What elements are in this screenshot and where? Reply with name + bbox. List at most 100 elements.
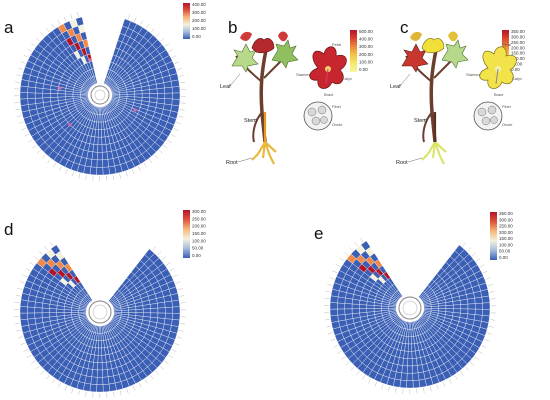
gene-label-tick [20,61,26,64]
colorbar-tick-label: 300.00 [192,209,206,214]
gene-label-tick [112,174,115,180]
gene-label-tick [471,252,477,257]
gene-label-tick [381,384,384,390]
label-stem: Stem [414,118,427,124]
heatmap-cell [97,129,102,138]
heatmap-cell [359,308,368,314]
gene-label-tick [19,281,25,284]
heatmap-cell [135,308,144,313]
heatmap-cell [20,318,29,327]
gene-label-tick [46,375,50,380]
heatmap-cell [412,365,419,374]
gene-label-tick [58,166,62,171]
gene-label-tick [32,144,37,149]
gene-label-tick [324,298,330,300]
heatmap-cell [19,92,28,100]
heatmap-cell [453,304,461,310]
heatmap-cell [165,306,173,314]
heatmap-cell [50,96,59,102]
gene-label-tick [158,150,163,154]
colorbar-tick-label: 100.00 [192,26,206,31]
colorbar-tick-label: 0.00 [511,67,520,72]
gene-label-tick [17,336,23,339]
gene-label-tick [168,49,174,53]
gene-label-tick [177,336,182,339]
flower-detail-c: Petal Stamen Calyx Bract [466,42,522,97]
label-root: Root [396,160,408,166]
heatmap-cell [149,93,158,99]
heatmap-cell [102,159,109,168]
inner-ring [94,89,106,101]
circular-heatmap-a [14,12,186,182]
label-root: Root [226,160,238,166]
gene-label-tick [489,291,495,293]
gene-label-tick [442,381,446,387]
gene-label-tick [161,256,167,261]
gene-label-tick [176,68,182,71]
gene-label-tick [356,371,360,376]
gene-label-tick [344,252,349,256]
heatmap-cell [19,312,28,321]
gene-label-tick [16,74,22,77]
gene-label-tick [71,388,74,394]
gene-label-tick [144,379,148,384]
colorbar-tick-label: 0.00 [499,255,508,260]
heatmap-cell [27,312,36,320]
gene-label-tick [160,365,165,370]
gene-label-tick [178,330,184,332]
heatmap-cell [102,151,108,161]
gene-label-tick [166,262,171,266]
heatmap-cell [34,307,43,314]
heatmap-cell [157,312,166,319]
inner-ring [398,296,422,320]
gene-label-tick [127,14,131,20]
heatmap-cell [412,372,420,381]
heatmap-cell [337,302,346,310]
gene-label-tick [180,302,186,304]
panel-label-b: b [228,18,238,37]
heatmap-cell [34,312,43,319]
panel-label-e: e [314,224,324,243]
colorbar-tick-label: 100.00 [511,56,525,61]
heatmap-cell [121,309,129,313]
heatmap-cell [360,240,371,251]
gene-label-tick [36,149,41,154]
gene-label-tick [368,378,371,384]
gene-label-tick [429,386,432,392]
heatmap-cell [128,309,137,313]
heatmap-highlight [58,86,62,90]
heatmap-highlight [88,58,92,62]
colorbar-gradient [350,30,357,72]
gene-label-tick [65,169,68,174]
gene-label-tick [465,366,470,371]
gene-label-tick [160,37,165,42]
heatmap-cell [96,377,104,385]
inner-ring [88,300,112,324]
plant-diagram-b: Leaf Stem Root Petal Stamen Calyx Bract [220,31,352,166]
heatmap-cell [329,302,338,310]
heatmap-cell [19,306,28,314]
heatmap-cell [41,312,50,318]
gene-label-tick [85,391,87,397]
heatmap-cell [102,369,109,378]
gene-label-tick [476,258,481,262]
root-shape [421,141,447,165]
heatmap-cell [108,382,117,392]
heatmap-cell [157,307,166,314]
gene-label-tick [27,354,32,358]
gene-label-tick [150,28,155,33]
heatmap-cell [170,79,180,88]
heatmap-cell [75,16,84,27]
gene-label-tick [467,247,472,252]
heatmap-cell [438,305,447,309]
heatmap-cell [27,86,36,94]
gene-label-tick [31,42,36,47]
gene-label-tick [85,174,87,180]
root-shape [251,141,277,165]
boll-detail-c: Fiber Ovule [473,101,513,131]
gene-label-tick [164,43,170,47]
gene-label-tick [329,277,335,280]
heatmap-cell [359,304,367,309]
gene-label-tick [145,23,149,29]
